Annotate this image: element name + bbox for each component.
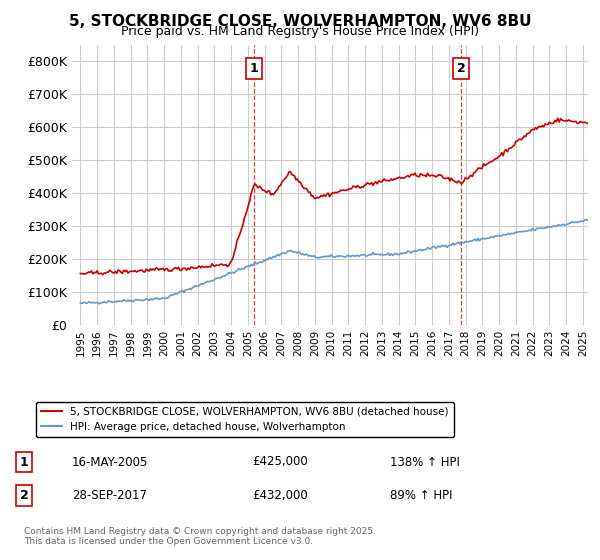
Text: 138% ↑ HPI: 138% ↑ HPI [390, 455, 460, 469]
Text: Price paid vs. HM Land Registry's House Price Index (HPI): Price paid vs. HM Land Registry's House … [121, 25, 479, 38]
Legend: 5, STOCKBRIDGE CLOSE, WOLVERHAMPTON, WV6 8BU (detached house), HPI: Average pric: 5, STOCKBRIDGE CLOSE, WOLVERHAMPTON, WV6… [36, 402, 454, 437]
Text: £425,000: £425,000 [252, 455, 308, 469]
Text: 5, STOCKBRIDGE CLOSE, WOLVERHAMPTON, WV6 8BU: 5, STOCKBRIDGE CLOSE, WOLVERHAMPTON, WV6… [69, 14, 531, 29]
Text: 89% ↑ HPI: 89% ↑ HPI [390, 489, 452, 502]
Text: £432,000: £432,000 [252, 489, 308, 502]
Text: 2: 2 [457, 62, 466, 75]
Text: Contains HM Land Registry data © Crown copyright and database right 2025.
This d: Contains HM Land Registry data © Crown c… [24, 526, 376, 546]
Text: 1: 1 [250, 62, 259, 75]
Text: 2: 2 [20, 489, 28, 502]
Text: 16-MAY-2005: 16-MAY-2005 [72, 455, 148, 469]
Text: 28-SEP-2017: 28-SEP-2017 [72, 489, 147, 502]
Text: 1: 1 [20, 455, 28, 469]
